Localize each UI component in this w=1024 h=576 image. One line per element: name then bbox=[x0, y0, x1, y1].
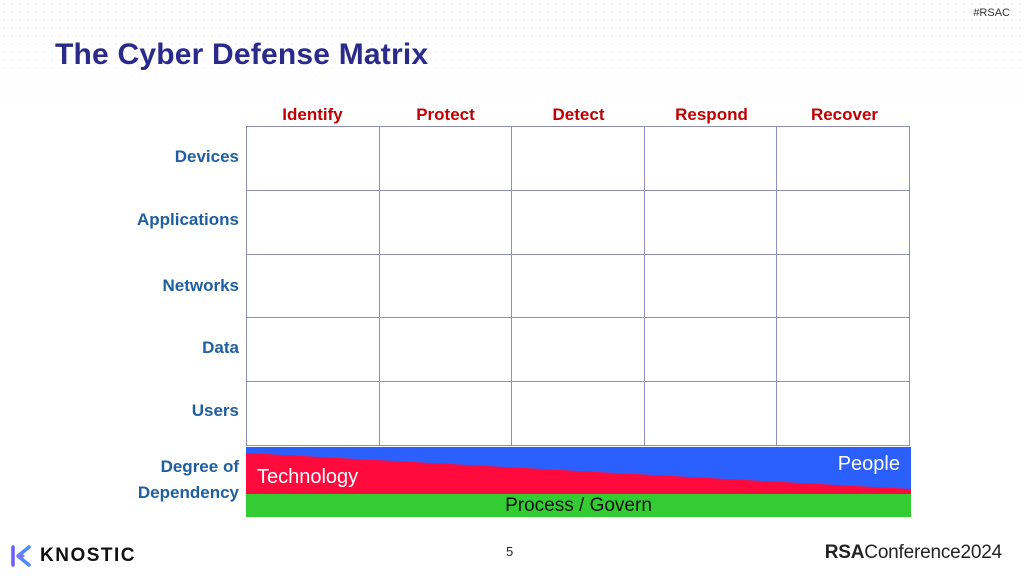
row-label-devices: Devices bbox=[174, 147, 239, 166]
rsa-conference-logo: RSAConference2024 bbox=[825, 542, 1002, 564]
technology-label: Technology bbox=[257, 466, 359, 488]
matrix-cell bbox=[379, 127, 513, 191]
knostic-brand-text: KNOSTIC bbox=[40, 545, 136, 566]
knostic-logo: KNOSTIC bbox=[10, 543, 136, 569]
column-header-detect: Detect bbox=[552, 105, 605, 124]
matrix-cell bbox=[379, 254, 513, 319]
matrix-cell bbox=[777, 254, 910, 319]
matrix-cell bbox=[512, 382, 645, 446]
rsa-text: RSA bbox=[824, 542, 865, 563]
background-dot-pattern bbox=[0, 0, 1024, 130]
matrix-cell bbox=[644, 254, 778, 319]
matrix-cell bbox=[644, 127, 778, 191]
matrix-cell bbox=[247, 382, 380, 446]
matrix-cell bbox=[379, 382, 513, 446]
matrix-cell bbox=[777, 382, 910, 446]
people-label: People bbox=[837, 453, 900, 475]
matrix-cell bbox=[379, 190, 513, 255]
matrix-cell bbox=[777, 127, 910, 191]
defense-matrix-grid bbox=[246, 126, 910, 446]
matrix-cell bbox=[512, 318, 645, 383]
conference-year: 2024 bbox=[960, 542, 1003, 563]
matrix-cell bbox=[644, 190, 778, 255]
matrix-cell bbox=[247, 190, 380, 255]
process-band bbox=[246, 494, 911, 517]
column-header-recover: Recover bbox=[810, 105, 879, 124]
row-label-data: Data bbox=[202, 338, 239, 357]
row-label-degree-of: Degree of bbox=[160, 457, 239, 476]
matrix-cell bbox=[247, 127, 380, 191]
process-govern-label: Process / Govern bbox=[505, 495, 652, 516]
matrix-cell bbox=[644, 318, 778, 383]
matrix-cell bbox=[512, 190, 645, 255]
knostic-k-icon bbox=[11, 545, 31, 567]
slide-title: The Cyber Defense Matrix bbox=[55, 38, 429, 71]
conference-text: Conference bbox=[864, 542, 961, 563]
page-number: 5 bbox=[506, 544, 514, 559]
column-header-protect: Protect bbox=[416, 105, 475, 124]
technology-wedge bbox=[246, 453, 911, 494]
row-label-networks: Networks bbox=[162, 276, 239, 295]
matrix-cell bbox=[379, 318, 513, 383]
matrix-cell bbox=[777, 318, 910, 383]
matrix-cell bbox=[247, 254, 380, 319]
matrix-cell bbox=[777, 190, 910, 255]
matrix-cell bbox=[644, 382, 778, 446]
matrix-cell bbox=[512, 127, 645, 191]
column-header-respond: Respond bbox=[675, 105, 748, 124]
matrix-cell bbox=[247, 318, 380, 383]
row-label-dependency: Dependency bbox=[137, 483, 239, 502]
hashtag-label: #RSAC bbox=[973, 7, 1010, 19]
column-header-identify: Identify bbox=[282, 105, 343, 124]
matrix-cell bbox=[512, 254, 645, 319]
row-label-applications: Applications bbox=[136, 210, 239, 229]
dependency-graphic: Technology People Process / Govern bbox=[246, 447, 911, 517]
row-label-users: Users bbox=[191, 401, 239, 420]
